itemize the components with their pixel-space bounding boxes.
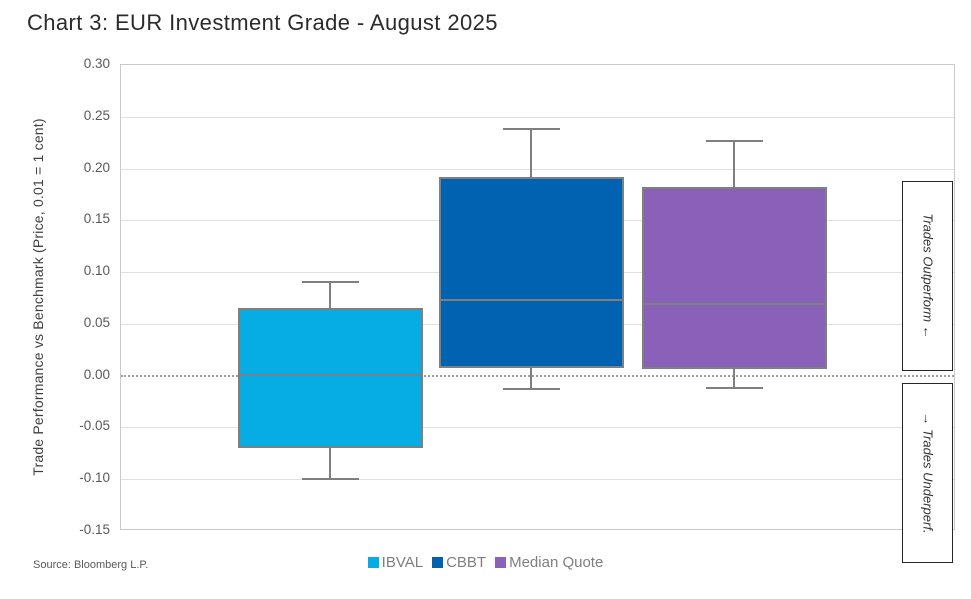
- source-note: Source: Bloomberg L.P.: [33, 559, 149, 571]
- box-ibval: [237, 308, 423, 449]
- upper-whisker-cap: [302, 281, 359, 284]
- y-tick-label: 0.15: [83, 211, 110, 227]
- legend-label: Median Quote: [509, 554, 604, 571]
- y-tick-label: 0.00: [83, 366, 110, 382]
- trades-underperform-label: → Trades Underperf.: [920, 412, 935, 534]
- y-tick-label: -0.10: [79, 470, 110, 486]
- lower-whisker-line: [530, 368, 533, 390]
- gridline: [121, 116, 954, 118]
- upper-whisker-line: [530, 129, 533, 177]
- gridline: [121, 168, 954, 170]
- chart-title: Chart 3: EUR Investment Grade - August 2…: [27, 10, 498, 35]
- legend: IBVAL CBBT Median Quote: [0, 554, 971, 571]
- legend-swatch: [495, 557, 507, 568]
- plot-area: [120, 64, 955, 530]
- median-line-cbbt: [438, 299, 624, 302]
- gridline: [121, 427, 954, 429]
- trades-underperform-box: → Trades Underperf.: [902, 383, 953, 563]
- legend-item-cbbt: CBBT: [432, 554, 486, 571]
- legend-item-median-quote: Median Quote: [495, 554, 603, 571]
- upper-whisker-line: [329, 282, 332, 309]
- box-plot-median-quote: [641, 65, 827, 529]
- median-line-median-quote: [641, 303, 827, 306]
- y-tick-label: 0.05: [83, 314, 110, 330]
- trades-outperform-box: Trades Outperform ←: [902, 181, 953, 371]
- lower-whisker-line: [329, 448, 332, 480]
- lower-whisker-line: [733, 369, 736, 389]
- zero-reference-line: [121, 374, 954, 377]
- box-plot-ibval: [237, 65, 423, 529]
- legend-swatch: [432, 557, 444, 568]
- box-plot-cbbt: [438, 65, 624, 529]
- y-tick-label: -0.05: [79, 418, 110, 434]
- legend-item-ibval: IBVAL: [367, 554, 424, 571]
- legend-label: CBBT: [446, 554, 487, 571]
- y-tick-label: 0.10: [83, 263, 110, 279]
- y-axis-tick-labels: 0.30 0.25 0.20 0.15 0.10 0.05 0.00 -0.05 -0.10 -0…: [0, 56, 110, 537]
- lower-whisker-cap: [705, 387, 763, 390]
- lower-whisker-cap: [302, 478, 359, 481]
- trades-outperform-label: Trades Outperform ←: [920, 213, 935, 339]
- gridline: [121, 479, 954, 481]
- y-tick-label: 0.25: [83, 107, 110, 123]
- upper-whisker-line: [733, 140, 736, 188]
- y-tick-label: 0.30: [83, 56, 110, 71]
- legend-label: IBVAL: [381, 554, 424, 571]
- y-tick-label: -0.15: [79, 522, 110, 537]
- median-line-ibval: [237, 373, 423, 376]
- upper-whisker-cap: [502, 128, 560, 131]
- y-tick-label: 0.20: [83, 159, 110, 175]
- box-median-quote: [641, 187, 827, 370]
- box-cbbt: [438, 176, 624, 369]
- legend-swatch: [367, 557, 379, 568]
- upper-whisker-cap: [705, 139, 763, 142]
- lower-whisker-cap: [502, 388, 560, 391]
